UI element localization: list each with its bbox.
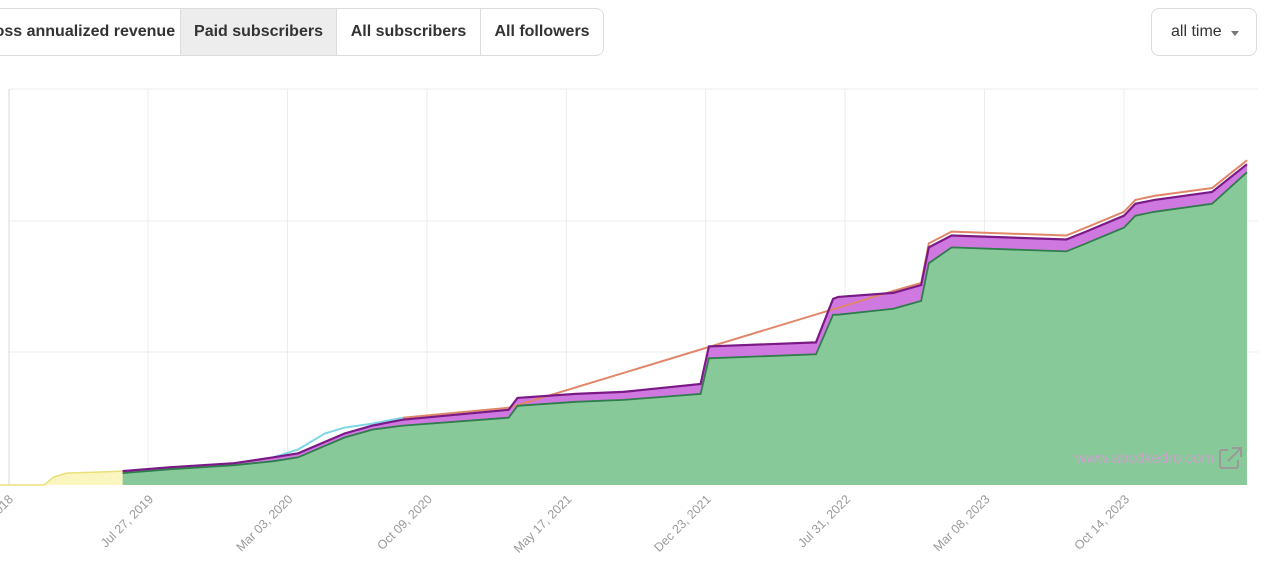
x-tick-label: Dec 23, 2021 <box>651 492 714 555</box>
chevron-down-icon <box>1231 31 1239 36</box>
green-area <box>122 172 1248 485</box>
x-tick-label: Jul 27, 2019 <box>98 492 156 550</box>
x-tick-label: Mar 03, 2020 <box>234 492 296 554</box>
green-series-line <box>122 171 1248 474</box>
tab-paid-subscribers[interactable]: Paid subscribers <box>181 9 337 55</box>
x-tick-label: Mar 08, 2023 <box>931 492 993 554</box>
salmon-series-line <box>402 159 1248 419</box>
external-link-icon[interactable] <box>1219 447 1242 469</box>
watermark-text: www.abcdkedro.com <box>1075 450 1214 467</box>
x-tick-label: Oct 09, 2020 <box>374 492 435 553</box>
time-range-value: all time <box>1171 23 1222 40</box>
time-range-select[interactable]: all time <box>1151 8 1257 56</box>
cyan-series-line <box>273 416 403 459</box>
yellow-area <box>0 471 123 485</box>
x-tick-label: Dec 2018 <box>0 492 16 540</box>
tab-all-followers[interactable]: All followers <box>494 23 590 40</box>
metric-tab-group: Gross annualized revenue Paid subscriber… <box>0 8 604 56</box>
purple-band <box>122 164 1248 474</box>
x-tick-label: Jul 31, 2022 <box>795 492 853 550</box>
tab-gross-annualized-revenue[interactable]: Gross annualized revenue <box>0 9 181 55</box>
x-tick-label: May 17, 2021 <box>511 492 574 555</box>
purple-series-line <box>122 163 1248 473</box>
x-tick-label: Oct 14, 2023 <box>1072 492 1133 553</box>
yellow-series-line <box>0 470 123 486</box>
tab-all-subscribers[interactable]: All subscribers <box>337 9 481 55</box>
